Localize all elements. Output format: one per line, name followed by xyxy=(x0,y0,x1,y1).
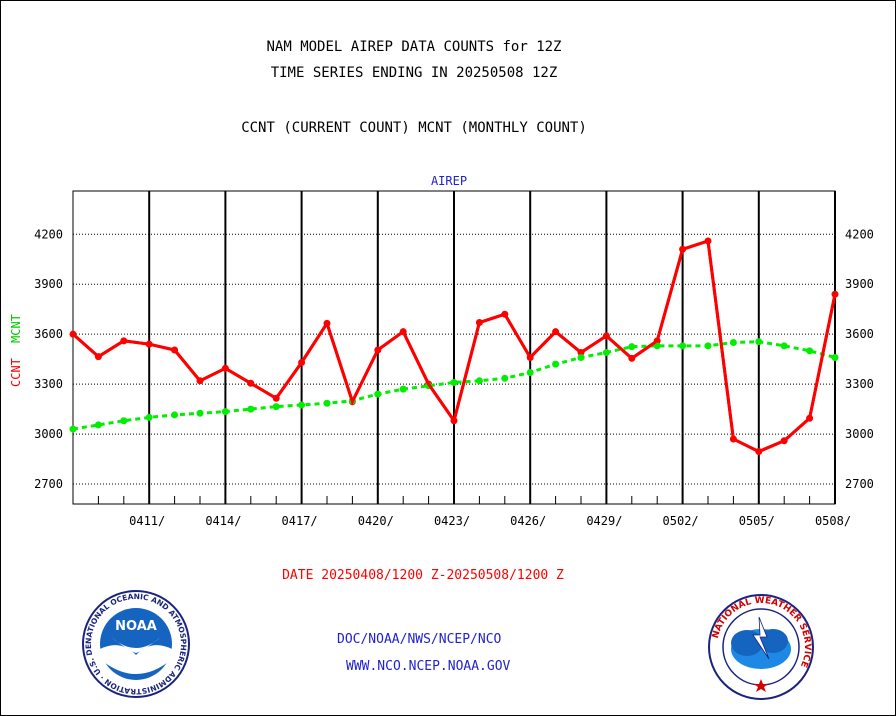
noaa-logo: NATIONAL OCEANIC AND ATMOSPHERIC ADMINIS… xyxy=(81,589,190,698)
x-tick-label: 0423/ xyxy=(434,514,470,528)
y-tick-label-right: 3000 xyxy=(845,427,874,441)
y-tick-label-right: 3900 xyxy=(845,277,874,291)
data-point-mcnt xyxy=(704,342,712,350)
header-title-line2: TIME SERIES ENDING IN 20250508 12Z xyxy=(270,65,558,81)
data-point-mcnt xyxy=(94,421,102,429)
data-point-mcnt xyxy=(475,377,483,385)
chart-title: AIREP xyxy=(431,174,467,188)
data-point-mcnt xyxy=(831,353,839,361)
footer-website: WWW.NCO.NCEP.NOAA.GOV xyxy=(346,659,511,674)
data-point-mcnt xyxy=(450,378,458,386)
nws-logo: NATIONAL WEATHER SERVICE xyxy=(708,594,814,700)
data-point-mcnt xyxy=(196,409,204,417)
x-tick-label: 0502/ xyxy=(663,514,699,528)
data-point-mcnt xyxy=(171,411,179,419)
footer-agency: DOC/NOAA/NWS/NCEP/NCO xyxy=(337,632,502,647)
data-point-mcnt xyxy=(399,385,407,393)
y-tick-label-right: 4200 xyxy=(845,227,874,241)
x-tick-label: 0411/ xyxy=(129,514,165,528)
data-point-mcnt xyxy=(653,342,661,350)
y-axis-label-ccnt: CCNT xyxy=(9,358,23,387)
y-tick-label-right: 3300 xyxy=(845,377,874,391)
data-point-mcnt xyxy=(780,342,788,350)
x-tick-label: 0505/ xyxy=(739,514,775,528)
y-tick-label-left: 3000 xyxy=(34,427,63,441)
data-point-mcnt xyxy=(552,360,560,368)
header-title-line1: NAM MODEL AIREP DATA COUNTS for 12Z xyxy=(266,39,562,55)
data-point-mcnt xyxy=(679,342,687,350)
y-tick-label-left: 4200 xyxy=(34,227,63,241)
y-tick-label-right: 2700 xyxy=(845,477,874,491)
data-point-mcnt xyxy=(806,347,814,355)
data-point-mcnt xyxy=(69,425,77,433)
y-tick-label-left: 3600 xyxy=(34,327,63,341)
data-point-mcnt xyxy=(628,343,636,351)
x-tick-label: 0420/ xyxy=(358,514,394,528)
data-point-mcnt xyxy=(374,390,382,398)
data-point-mcnt xyxy=(221,408,229,416)
x-tick-label: 0414/ xyxy=(205,514,241,528)
data-point-mcnt xyxy=(501,374,509,382)
y-tick-label-left: 3300 xyxy=(34,377,63,391)
data-point-mcnt xyxy=(272,403,280,411)
data-point-mcnt xyxy=(755,338,763,346)
x-tick-label: 0508/ xyxy=(815,514,851,528)
data-point-mcnt xyxy=(729,339,737,347)
x-tick-label: 0426/ xyxy=(510,514,546,528)
x-tick-label: 0417/ xyxy=(282,514,318,528)
series-line-ccnt-overlay xyxy=(72,238,837,454)
y-tick-label-right: 3600 xyxy=(845,327,874,341)
data-point-mcnt xyxy=(120,417,128,425)
x-tick-label: 0429/ xyxy=(586,514,622,528)
data-point-mcnt xyxy=(247,405,255,413)
data-point-mcnt xyxy=(526,368,534,376)
y-axis-label-mcnt: MCNT xyxy=(9,314,23,343)
data-point-mcnt xyxy=(602,348,610,356)
data-point-mcnt xyxy=(323,399,331,407)
data-point-mcnt xyxy=(298,401,306,409)
y-tick-label-left: 2700 xyxy=(34,477,63,491)
noaa-logo-text: NOAA xyxy=(115,619,157,634)
y-tick-label-left: 3900 xyxy=(34,277,63,291)
data-point-mcnt xyxy=(145,413,153,421)
data-point-mcnt xyxy=(577,353,585,361)
x-axis-label: DATE 20250408/1200 Z-20250508/1200 Z xyxy=(282,568,564,583)
header-subtitle: CCNT (CURRENT COUNT) MCNT (MONTHLY COUNT… xyxy=(241,120,587,136)
